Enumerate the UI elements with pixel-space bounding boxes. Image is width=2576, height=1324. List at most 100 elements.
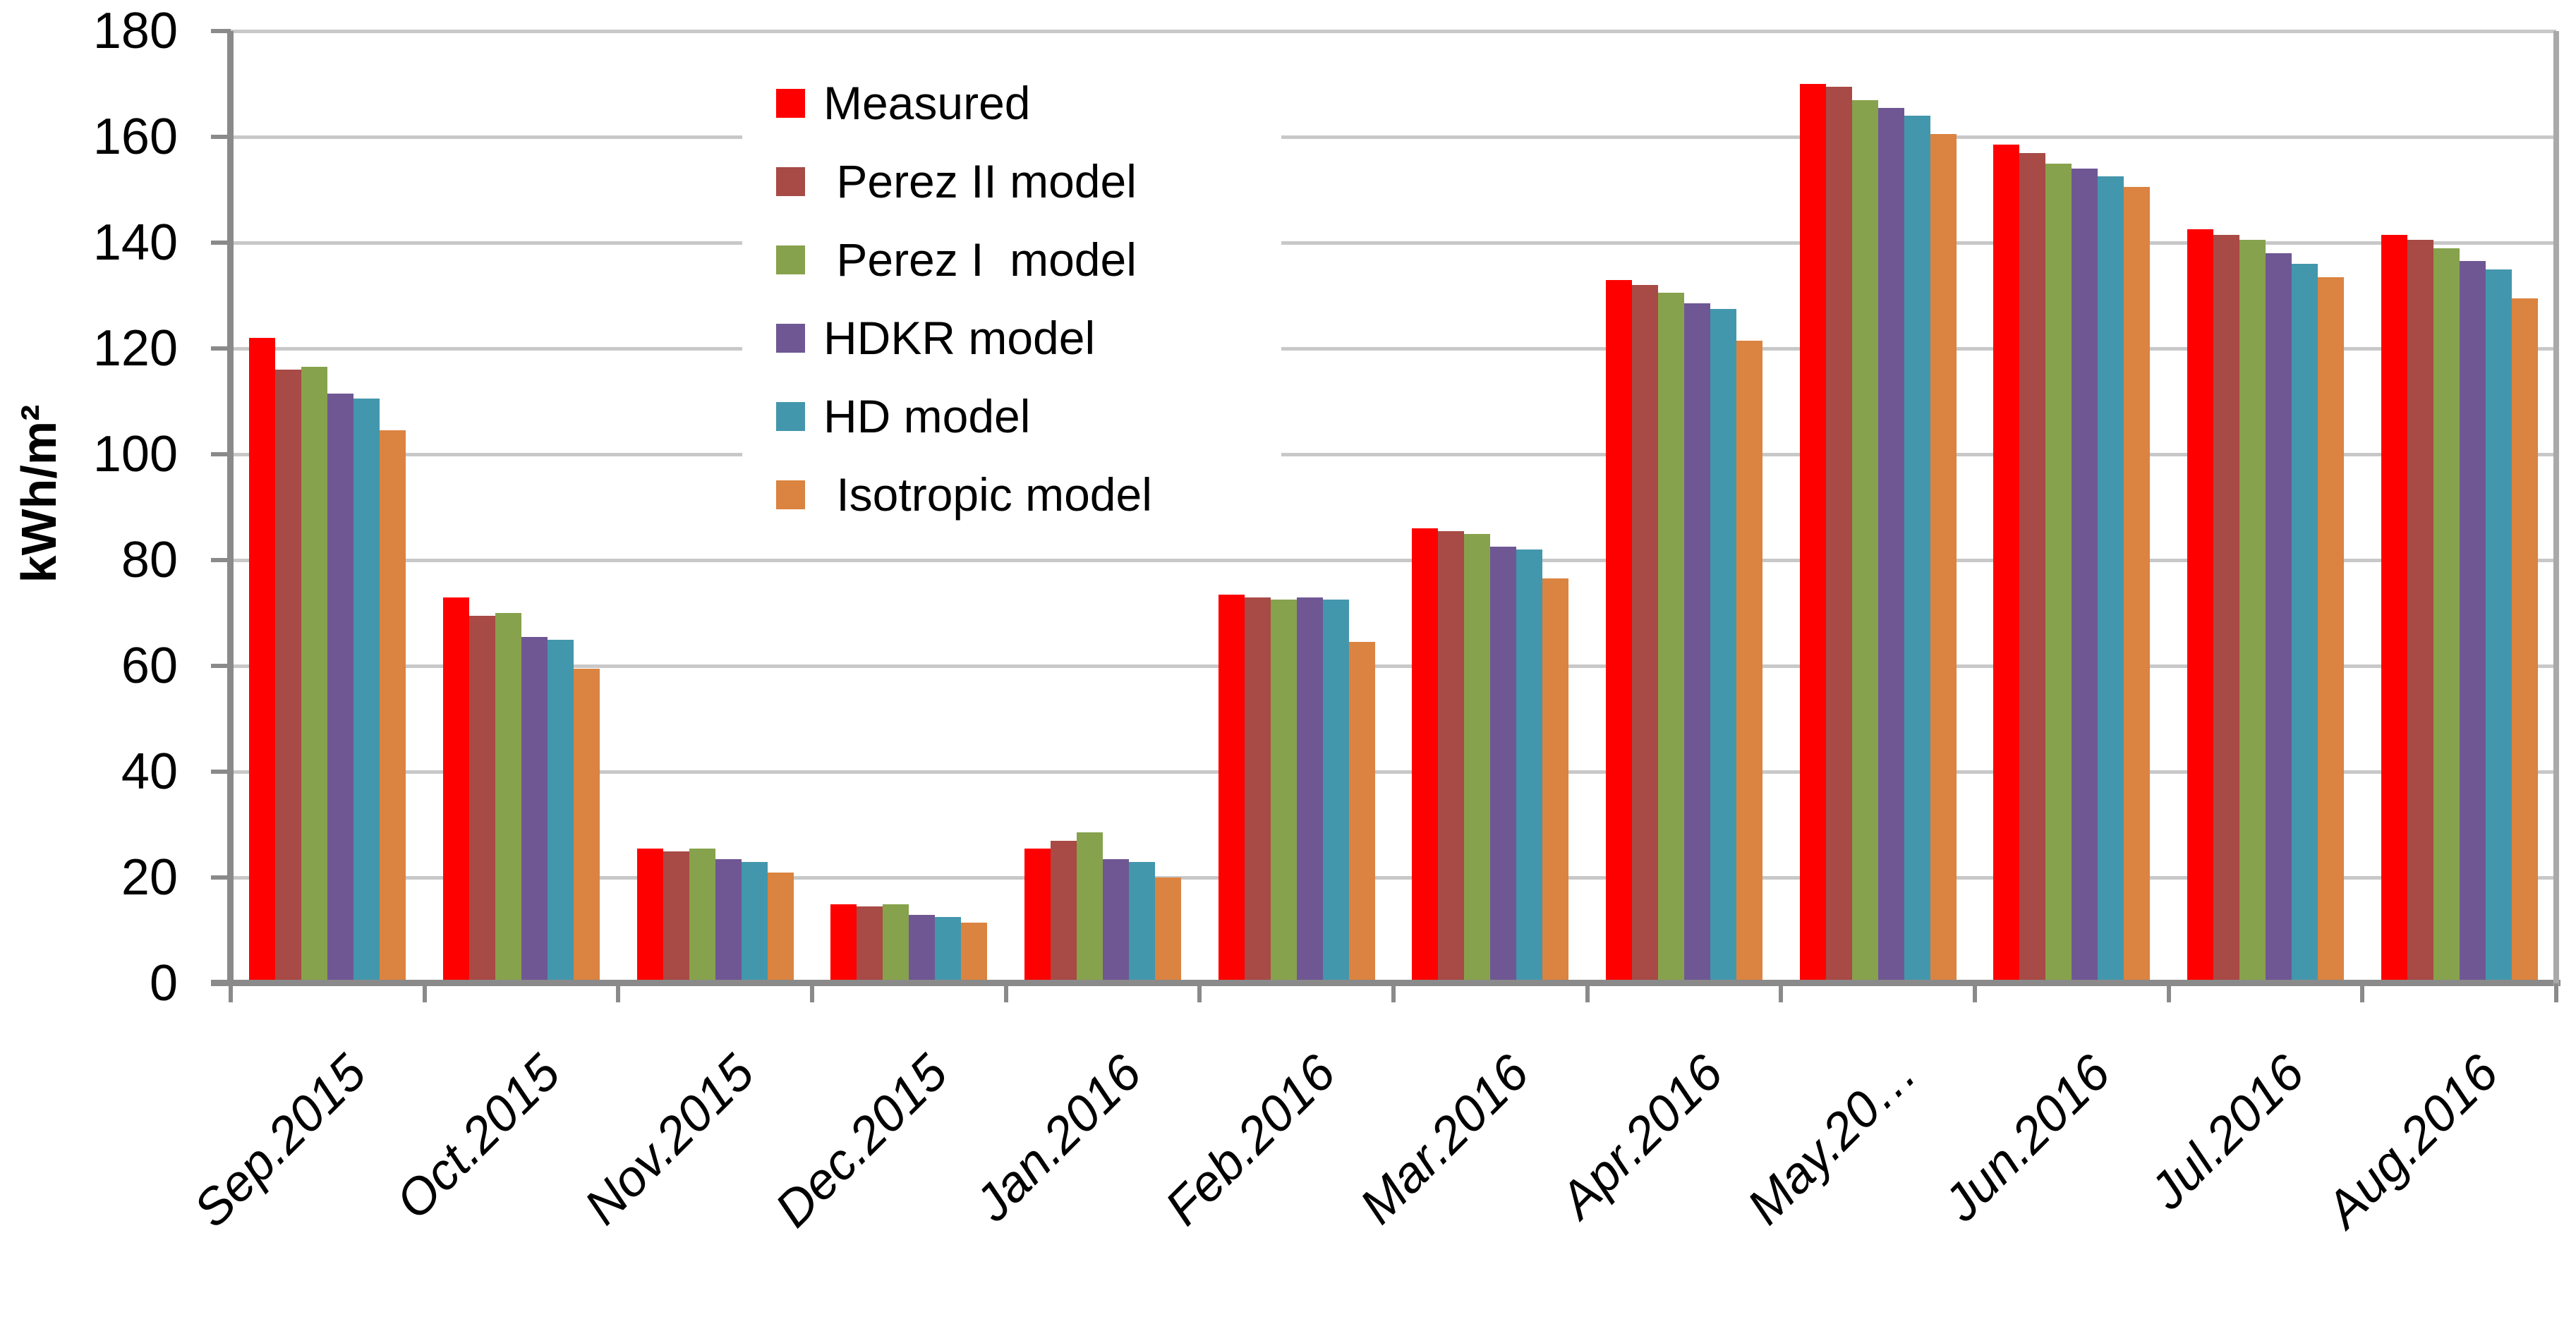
bar-perez1-Oct.2015: [495, 613, 521, 983]
bar-group-Jun.2016: [1975, 31, 2169, 983]
bar-hd-Dec.2015: [935, 917, 962, 983]
y-tick-160: [211, 135, 231, 139]
bar-isotropic-Jun.2016: [2124, 187, 2151, 983]
bar-perez1-Apr.2016: [1657, 293, 1684, 983]
bar-group-Jan.2016: [1006, 31, 1200, 983]
bar-perez2-Jan.2016: [1050, 840, 1077, 983]
bar-hd-Feb.2016: [1322, 600, 1349, 983]
bar-group-Feb.2016: [1199, 31, 1393, 983]
bar-hdkr-Apr.2016: [1683, 303, 1710, 983]
gridline-20: [231, 875, 2556, 880]
bar-group-Jul.2016: [2169, 31, 2363, 983]
y-tick-label-60: 60: [121, 638, 178, 694]
bar-measured-Aug.2016: [2381, 234, 2407, 983]
legend-swatch-hd: [776, 401, 805, 431]
bar-measured-Feb.2016: [1218, 594, 1245, 983]
gridline-180: [231, 29, 2556, 33]
bar-perez1-Jan.2016: [1076, 832, 1103, 983]
bar-hdkr-May.20…: [1877, 107, 1904, 983]
y-tick-label-180: 180: [92, 3, 178, 59]
y-axis-line: [227, 31, 234, 986]
x-tick-5: [1197, 983, 1202, 1002]
bar-isotropic-Apr.2016: [1736, 340, 1762, 983]
plot-right-border: [2553, 31, 2559, 986]
bar-hdkr-Dec.2015: [909, 914, 936, 983]
bar-measured-Mar.2016: [1412, 528, 1439, 983]
x-tick-12: [2554, 983, 2558, 1002]
bar-perez2-Feb.2016: [1244, 597, 1271, 983]
bar-hd-Jul.2016: [2291, 264, 2318, 983]
y-tick-60: [211, 664, 231, 668]
bar-perez2-May.20…: [1825, 86, 1852, 983]
y-tick-20: [211, 875, 231, 880]
legend-label-hd: HD model: [823, 390, 1031, 442]
bar-hdkr-Jul.2016: [2265, 253, 2292, 983]
y-tick-label-160: 160: [92, 109, 178, 165]
gridline-100: [231, 452, 2556, 456]
y-tick-label-40: 40: [121, 743, 178, 800]
bar-measured-Sep.2015: [249, 338, 276, 983]
bar-hdkr-Jun.2016: [2072, 169, 2098, 983]
bar-perez1-Jul.2016: [2239, 240, 2266, 983]
x-tick-1: [422, 983, 427, 1002]
bar-hdkr-Mar.2016: [1490, 547, 1517, 983]
legend-swatch-isotropic: [776, 480, 805, 509]
gridline-80: [231, 558, 2556, 562]
y-tick-label-140: 140: [92, 214, 178, 271]
bar-perez1-Mar.2016: [1464, 533, 1491, 983]
y-tick-80: [211, 558, 231, 562]
x-tick-7: [1585, 983, 1590, 1002]
y-tick-40: [211, 770, 231, 774]
bar-hd-Mar.2016: [1516, 549, 1543, 983]
bar-isotropic-Sep.2015: [380, 430, 406, 983]
bar-hdkr-Feb.2016: [1296, 597, 1323, 983]
bar-measured-Nov.2015: [636, 848, 663, 983]
legend-item-perez1: Perez I model: [776, 234, 1281, 285]
bar-isotropic-Jul.2016: [2317, 277, 2344, 983]
bar-isotropic-Aug.2016: [2511, 298, 2538, 983]
legend-item-hdkr: HDKR model: [776, 312, 1281, 363]
y-tick-140: [211, 241, 231, 245]
bar-hdkr-Jan.2016: [1102, 858, 1129, 983]
legend-label-measured: Measured: [823, 77, 1031, 129]
legend-item-measured: Measured: [776, 78, 1281, 128]
x-tick-10: [2166, 983, 2171, 1002]
bar-group-Dec.2015: [812, 31, 1006, 983]
x-axis-line: [211, 980, 2560, 986]
bar-group-Apr.2016: [1588, 31, 1782, 983]
bar-measured-May.20…: [1799, 84, 1826, 983]
legend-swatch-hdkr: [776, 323, 805, 353]
y-tick-0: [211, 981, 231, 985]
x-tick-4: [1003, 983, 1008, 1002]
legend-label-perez2: Perez II model: [823, 155, 1137, 207]
bar-perez1-Aug.2016: [2433, 248, 2460, 983]
bar-measured-Oct.2015: [442, 597, 469, 983]
legend-item-isotropic: Isotropic model: [776, 469, 1281, 520]
bar-isotropic-Oct.2015: [573, 668, 600, 983]
legend-swatch-measured: [776, 88, 805, 118]
bar-group-Mar.2016: [1393, 31, 1588, 983]
bar-hdkr-Nov.2015: [715, 858, 742, 983]
bar-perez2-Sep.2015: [275, 370, 302, 983]
bar-perez2-Aug.2016: [2407, 240, 2433, 983]
bar-group-Oct.2015: [425, 31, 619, 983]
bar-isotropic-Dec.2015: [961, 922, 988, 983]
x-tick-0: [229, 983, 233, 1002]
bar-isotropic-Jan.2016: [1154, 877, 1181, 983]
y-tick-120: [211, 346, 231, 351]
bar-perez2-Dec.2015: [857, 906, 883, 983]
bar-measured-Jun.2016: [1993, 145, 2020, 983]
x-tick-11: [2360, 983, 2365, 1002]
y-tick-180: [211, 29, 231, 33]
x-tick-3: [810, 983, 814, 1002]
bar-isotropic-Nov.2015: [767, 872, 794, 983]
bar-hd-May.20…: [1904, 116, 1930, 983]
bar-hdkr-Aug.2016: [2459, 261, 2486, 983]
bar-perez2-Jul.2016: [2213, 234, 2239, 983]
bar-isotropic-Feb.2016: [1348, 642, 1375, 983]
y-tick-label-0: 0: [149, 955, 178, 1012]
bar-perez1-Sep.2015: [301, 367, 328, 983]
bar-perez1-Jun.2016: [2045, 163, 2072, 983]
legend-swatch-perez2: [776, 166, 805, 196]
bar-group-May.20…: [1781, 31, 1975, 983]
